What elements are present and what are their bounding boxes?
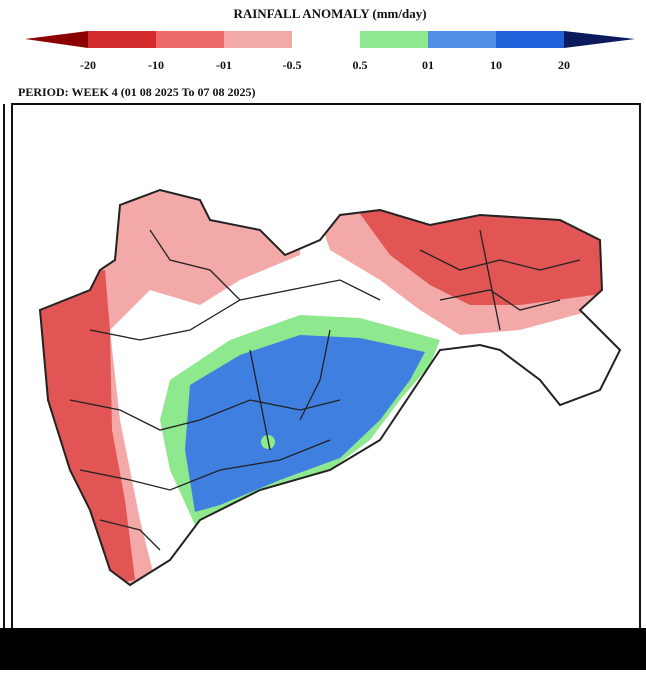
colorbar-label: 10: [490, 58, 502, 72]
period-label: PERIOD: WEEK 4 (01 08 2025 To 07 08 2025…: [18, 85, 255, 99]
colorbar-segment: [25, 31, 88, 48]
surplus-area: [185, 335, 425, 512]
colorbar-segment: [88, 31, 156, 48]
bottom-bar: [0, 628, 646, 670]
colorbar-label: -10: [148, 58, 164, 72]
colorbar-segment: [156, 31, 224, 48]
colorbar-segment: [564, 31, 635, 48]
colorbar: [25, 31, 635, 48]
colorbar-label: 20: [558, 58, 570, 72]
colorbar-label: -0.5: [283, 58, 302, 72]
colorbar-segment: [292, 31, 360, 48]
legend-title: RAINFALL ANOMALY (mm/day): [233, 6, 426, 21]
colorbar-label: -20: [80, 58, 96, 72]
colorbar-segment: [224, 31, 292, 48]
colorbar-label: 01: [422, 58, 434, 72]
colorbar-segment: [496, 31, 564, 48]
colorbar-label: -01: [216, 58, 232, 72]
colorbar-labels: -20 -10 -01 -0.5 0.5 01 10 20: [80, 58, 570, 72]
district-boundaries: [38, 188, 622, 587]
colorbar-label: 0.5: [353, 58, 368, 72]
colorbar-segment: [428, 31, 496, 48]
deficit-area: [350, 200, 620, 305]
colorbar-segment: [360, 31, 428, 48]
